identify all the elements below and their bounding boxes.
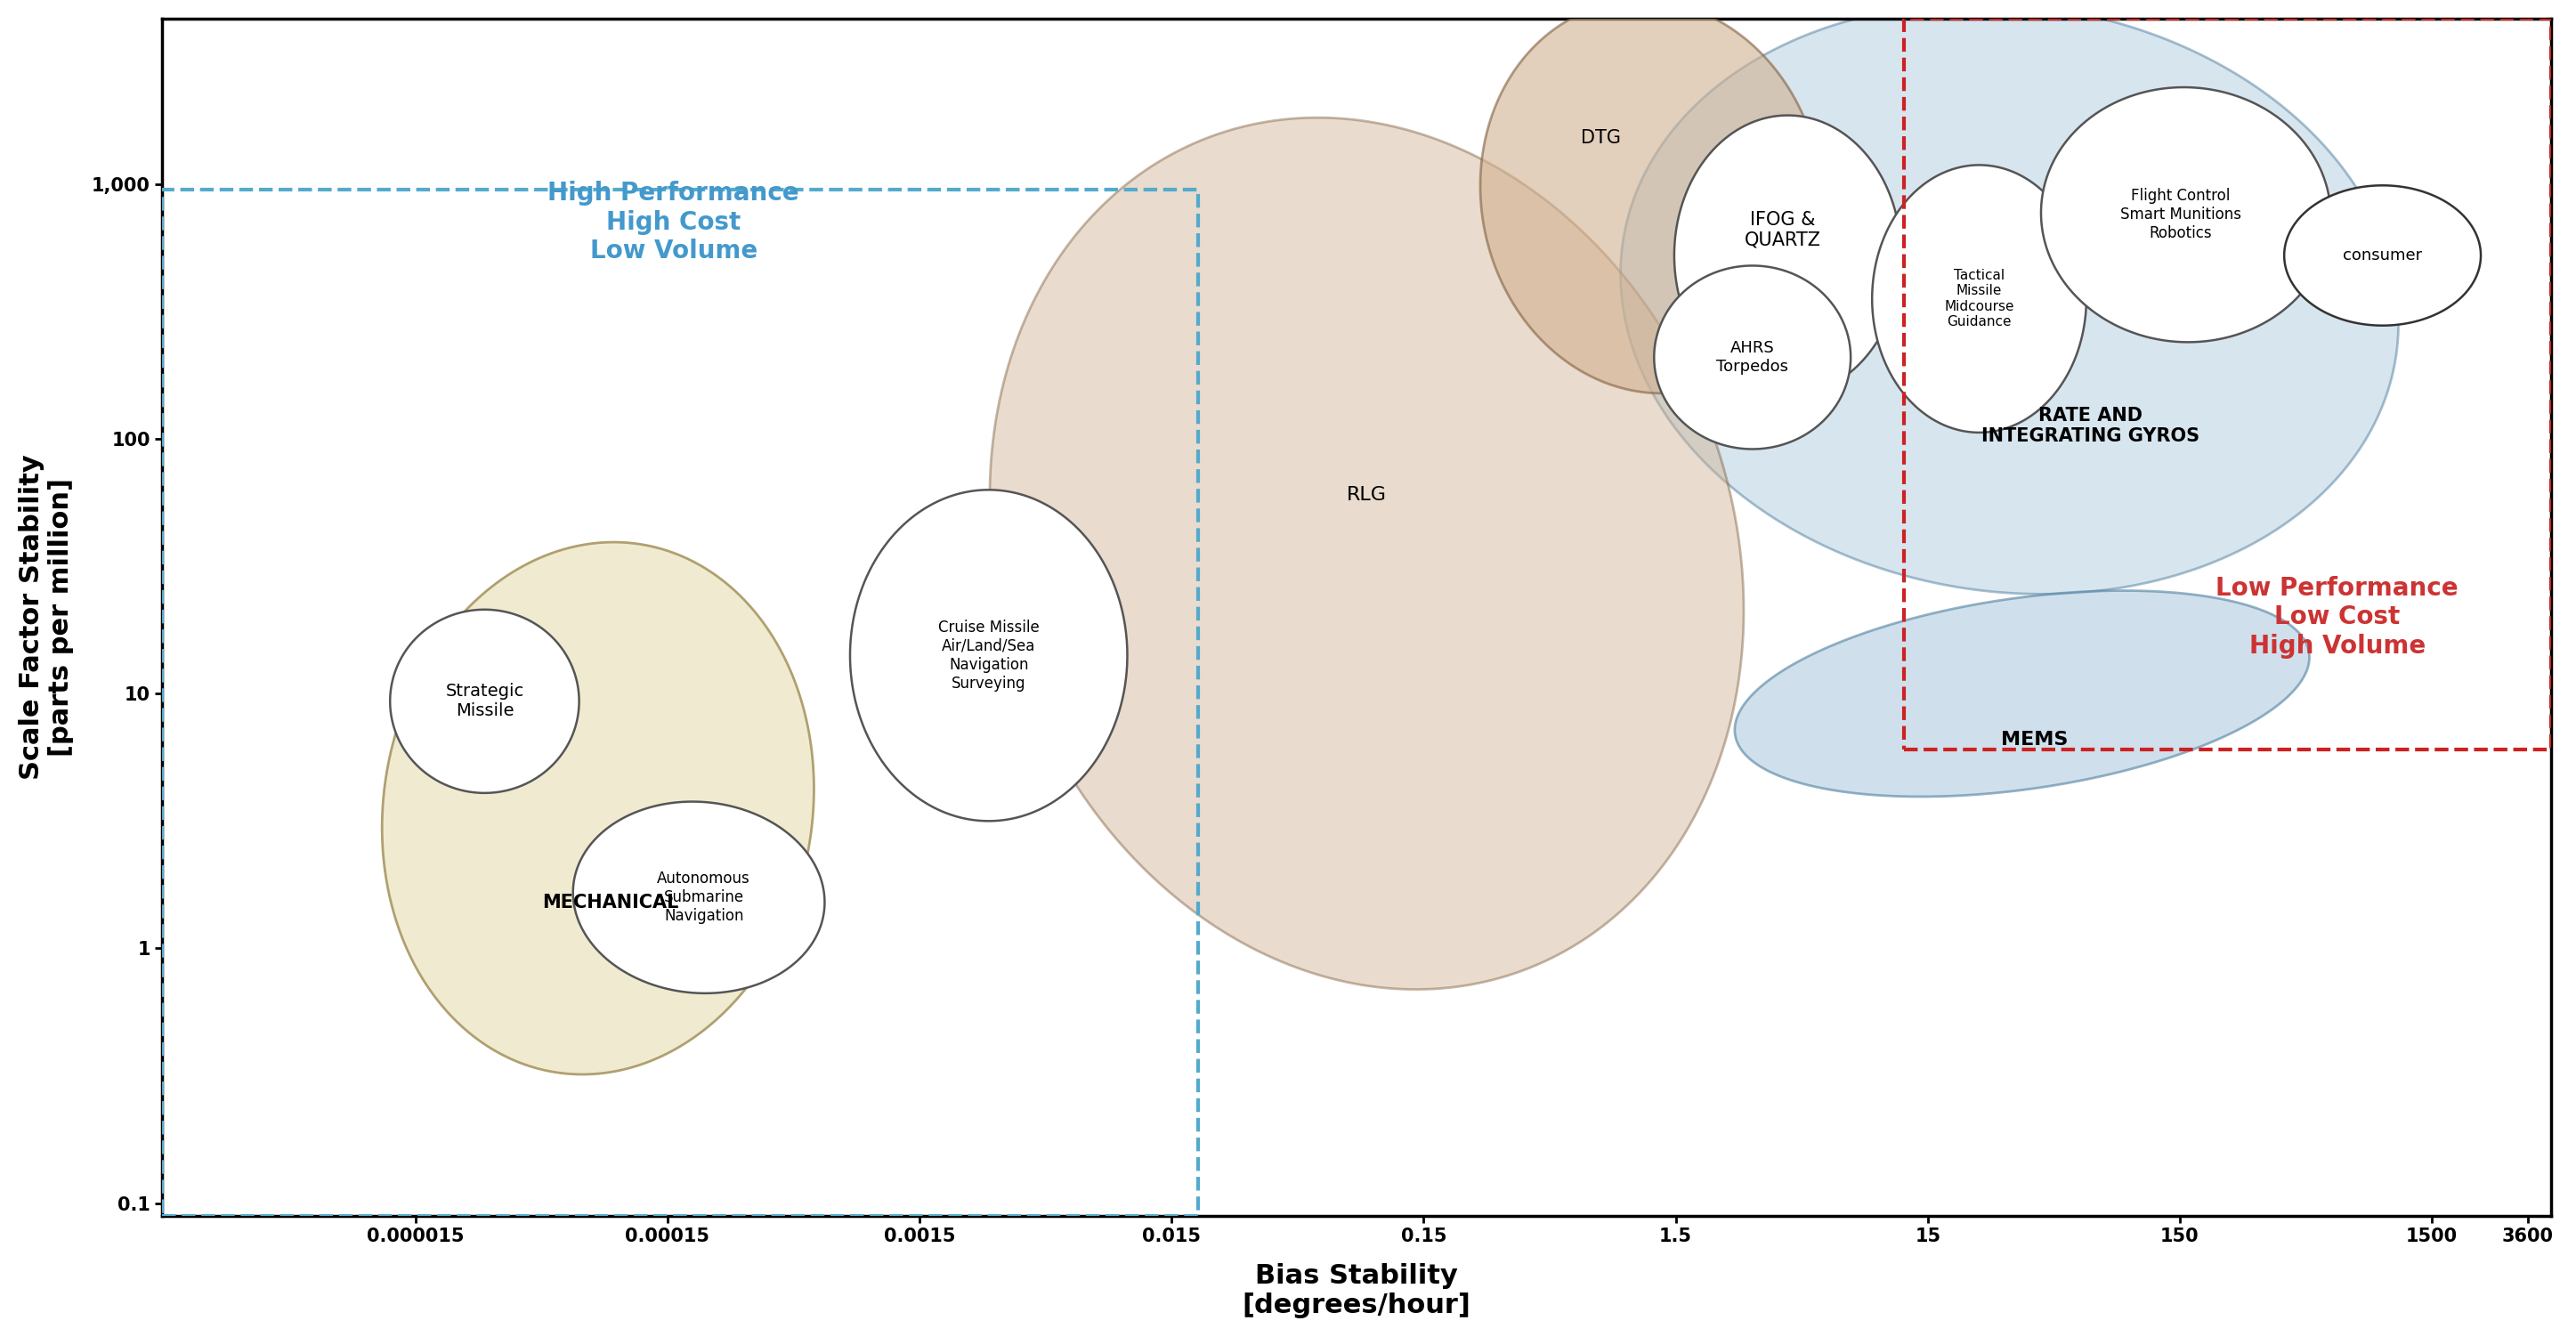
Polygon shape (1654, 266, 1850, 449)
Polygon shape (1734, 591, 2311, 797)
Text: Low Performance
Low Cost
High Volume: Low Performance Low Cost High Volume (2215, 576, 2458, 659)
Text: Flight Control
Smart Munitions
Robotics: Flight Control Smart Munitions Robotics (2120, 189, 2241, 241)
Text: RLG: RLG (1347, 487, 1386, 504)
Text: RATE AND
INTEGRATING GYROS: RATE AND INTEGRATING GYROS (1981, 406, 2200, 445)
Y-axis label: Scale Factor Stability
[parts per million]: Scale Factor Stability [parts per millio… (18, 455, 75, 779)
Text: IFOG &
QUARTZ: IFOG & QUARTZ (1744, 211, 1821, 249)
Text: consumer: consumer (2342, 247, 2421, 263)
X-axis label: Bias Stability
[degrees/hour]: Bias Stability [degrees/hour] (1242, 1262, 1471, 1318)
Text: DTG: DTG (1582, 130, 1620, 147)
Text: High Performance
High Cost
Low Volume: High Performance High Cost Low Volume (549, 180, 799, 263)
Text: AHRS
Torpedos: AHRS Torpedos (1716, 340, 1788, 374)
Text: Cruise Missile
Air/Land/Sea
Navigation
Surveying: Cruise Missile Air/Land/Sea Navigation S… (938, 619, 1038, 691)
Polygon shape (850, 489, 1128, 821)
Polygon shape (381, 543, 814, 1075)
Text: MECHANICAL: MECHANICAL (544, 893, 680, 912)
Polygon shape (572, 802, 824, 993)
Polygon shape (1481, 0, 1824, 393)
Text: MEMS: MEMS (2002, 730, 2069, 749)
Text: Strategic
Missile: Strategic Missile (446, 683, 523, 719)
Polygon shape (389, 610, 580, 793)
Polygon shape (2040, 87, 2331, 342)
Polygon shape (1674, 115, 1901, 396)
Polygon shape (2285, 186, 2481, 325)
Polygon shape (1620, 4, 2398, 594)
Text: Autonomous
Submarine
Navigation: Autonomous Submarine Navigation (657, 870, 750, 924)
Text: Tactical
Missile
Midcourse
Guidance: Tactical Missile Midcourse Guidance (1945, 269, 2014, 329)
Polygon shape (1873, 164, 2087, 432)
Polygon shape (989, 118, 1744, 989)
